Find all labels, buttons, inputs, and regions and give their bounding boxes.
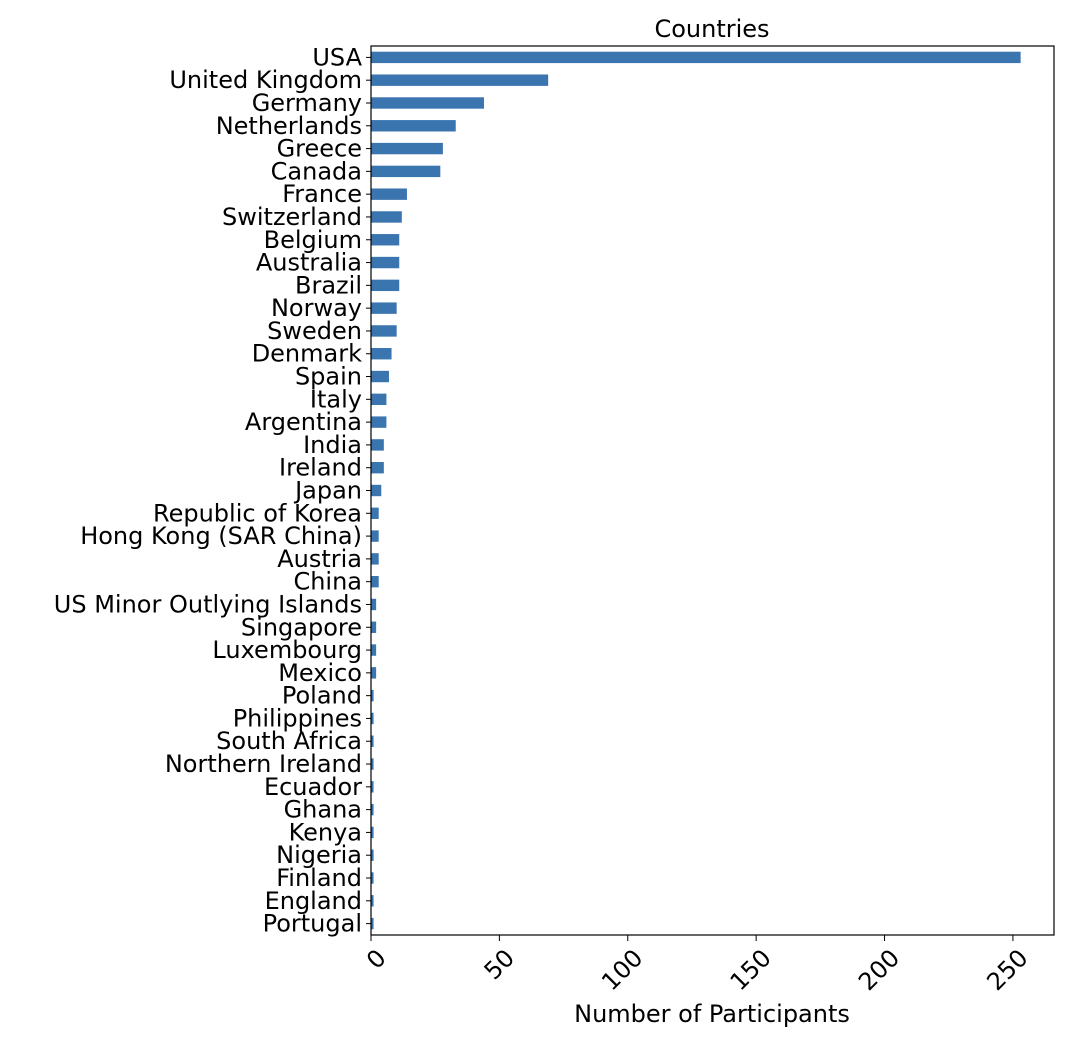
bar [371, 689, 374, 702]
bar [371, 553, 379, 565]
bar [371, 667, 377, 679]
y-tick-label: Kenya [289, 818, 362, 846]
bar [371, 439, 384, 451]
x-tick-label: 100 [596, 944, 648, 996]
y-tick-label: Australia [256, 249, 362, 277]
y-tick-label: Singapore [241, 613, 362, 641]
bar [371, 621, 377, 633]
bar [371, 507, 379, 519]
y-tick-label: USA [312, 43, 362, 71]
plot-frame [370, 45, 1055, 936]
y-tick-label: US Minor Outlying Islands [54, 590, 362, 618]
y-tick-label: France [282, 180, 362, 208]
bar [371, 348, 392, 360]
y-tick-label: Republic of Korea [153, 499, 362, 527]
bar [371, 917, 374, 930]
bar [371, 803, 374, 816]
bar [371, 416, 387, 428]
bar [371, 712, 374, 725]
y-tick-label: Greece [277, 135, 362, 163]
y-tick-label: Ghana [284, 796, 362, 824]
bar [371, 895, 374, 907]
bar [371, 74, 549, 86]
bars-layer [371, 51, 1021, 930]
bar [371, 872, 374, 884]
y-tick-label: Canada [271, 157, 362, 185]
y-tick-label: Northern Ireland [165, 750, 362, 778]
y-tick-label: China [293, 568, 362, 596]
bar [371, 51, 1021, 64]
y-tick-label: Germany [252, 89, 362, 117]
bar [371, 325, 397, 337]
bar [371, 188, 407, 200]
x-tick-label: 250 [981, 944, 1033, 996]
y-tick-label: Mexico [278, 659, 362, 687]
bar [371, 826, 374, 839]
bar [371, 370, 389, 383]
bar [371, 302, 397, 314]
bar [371, 758, 374, 770]
x-tick-label: 0 [361, 944, 392, 975]
bar [371, 530, 379, 542]
y-tick-label: Nigeria [276, 841, 362, 869]
y-tick-label: Argentina [245, 408, 362, 436]
y-tick-label: Portugal [263, 910, 362, 938]
bar [371, 234, 400, 246]
bar [371, 211, 402, 223]
y-tick-label: Ecuador [264, 773, 362, 801]
bar [371, 735, 374, 747]
y-tick-label: South Africa [216, 727, 362, 755]
bar [371, 644, 377, 656]
y-tick-label: Netherlands [216, 112, 362, 140]
y-tick-label: Norway [271, 294, 362, 322]
y-tick-label: Sweden [267, 317, 362, 345]
y-tick-label: Austria [277, 545, 362, 573]
y-tick-label: England [265, 887, 362, 915]
bar [371, 279, 400, 292]
y-tick-label: Ireland [279, 454, 362, 482]
y-tick-label: Denmark [252, 340, 362, 368]
x-tick-label: 150 [725, 944, 777, 996]
y-tick-label: India [303, 431, 362, 459]
y-tick-label: Belgium [264, 226, 362, 254]
y-tick-label: Hong Kong (SAR China) [80, 522, 362, 550]
x-tick-label: 50 [479, 944, 520, 985]
bar [371, 462, 384, 474]
bar [371, 781, 374, 793]
chart-title: Countries [654, 15, 769, 43]
bar [371, 256, 400, 269]
bar [371, 142, 443, 155]
y-tick-label: Luxembourg [212, 636, 362, 664]
y-tick-label: Spain [295, 363, 362, 391]
y-tick-label: Brazil [295, 271, 362, 299]
y-tick-label: Switzerland [222, 203, 362, 231]
x-axis-ticks: 0 50 100 150 200 250 [361, 935, 1034, 996]
bar [371, 598, 377, 611]
y-tick-label: Italy [310, 385, 362, 413]
bar [371, 393, 387, 406]
bar [371, 484, 382, 497]
y-tick-label: United Kingdom [169, 66, 362, 94]
y-tick-label: Finland [276, 864, 362, 892]
bar [371, 575, 379, 588]
y-tick-label: Philippines [233, 704, 362, 732]
bar [371, 165, 441, 178]
bar [371, 120, 456, 132]
bar [371, 849, 374, 861]
y-tick-label: Poland [282, 682, 362, 710]
y-tick-label: Japan [293, 477, 362, 505]
x-tick-label: 200 [853, 944, 905, 996]
bar [371, 97, 484, 109]
x-axis-title: Number of Participants [574, 1000, 850, 1028]
